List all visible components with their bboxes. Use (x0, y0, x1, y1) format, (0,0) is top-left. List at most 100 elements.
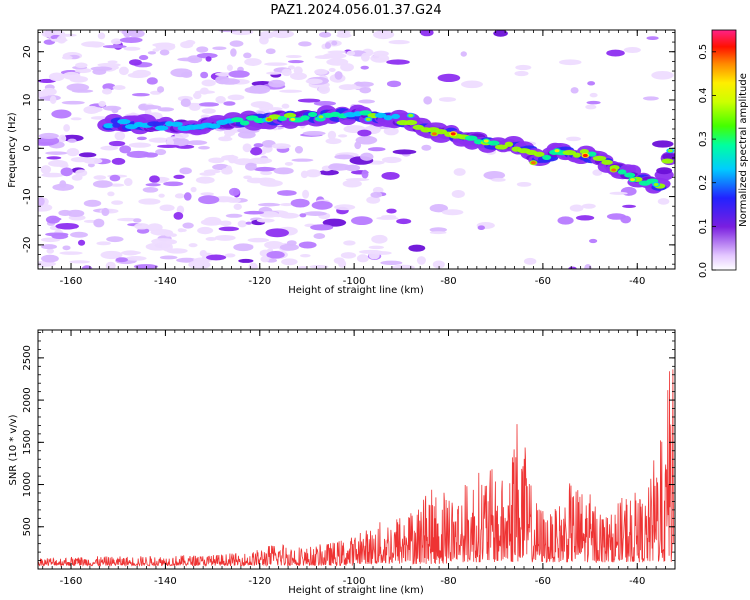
heatmap-cell (75, 62, 88, 69)
heatmap-cell (148, 137, 171, 143)
heatmap-cell (421, 144, 432, 151)
heatmap-cell (125, 256, 147, 261)
colorbar-ticks: 0.0 0.1 0.2 0.3 0.4 0.5 (698, 44, 716, 278)
spectrogram-heatmap (38, 30, 675, 269)
heatmap-cell (198, 146, 210, 150)
heatmap-cell (123, 46, 141, 51)
heatmap-cell (582, 153, 588, 158)
heatmap-cell (283, 112, 297, 119)
heatmap-cell (617, 169, 627, 175)
heatmap-cell (228, 187, 240, 196)
heatmap-cell (568, 266, 577, 269)
heatmap-cell (159, 255, 178, 260)
heatmap-cell (260, 171, 273, 176)
heatmap-cell (188, 260, 211, 269)
heatmap-cell (460, 51, 467, 57)
heatmap-cell (233, 243, 254, 252)
heatmap-cell (196, 46, 209, 53)
heatmap-cell (38, 132, 59, 139)
colorbar: 0.0 0.1 0.2 0.3 0.4 0.5 Normalized spectral a… (698, 29, 749, 278)
heatmap-cell (367, 147, 386, 152)
snr-axes-frame (37, 329, 676, 570)
heatmap-cell (147, 121, 161, 127)
figure-title: PAZ1.2024.056.01.37.G24 (270, 3, 441, 18)
heatmap-cell (451, 190, 465, 198)
heatmap-cell (585, 104, 597, 110)
heatmap-cell (119, 145, 132, 154)
x-tick-label: -40 (629, 276, 645, 287)
heatmap-cell (199, 87, 209, 95)
heatmap-cell (48, 72, 65, 82)
heatmap-cell (429, 227, 447, 233)
heatmap-cell (388, 39, 410, 45)
heatmap-cell (259, 179, 283, 187)
heatmap-cell (386, 208, 397, 214)
heatmap-cell (193, 92, 202, 100)
heatmap-cell (318, 85, 330, 94)
heatmap-cell (66, 209, 85, 218)
heatmap-cell (298, 241, 317, 249)
heatmap-cell (111, 157, 126, 165)
heatmap-cell (173, 174, 185, 180)
x-tick-label: -60 (535, 576, 551, 587)
heatmap-cell (107, 60, 118, 64)
y-tick-label: 2500 (22, 345, 33, 370)
heatmap-cell (179, 167, 192, 175)
heatmap-cell (239, 120, 250, 126)
heatmap-cell (416, 256, 426, 265)
spectrogram-axes-frame (37, 29, 676, 270)
heatmap-cell (331, 40, 338, 46)
heatmap-cell (624, 172, 636, 178)
heatmap-cell (189, 104, 201, 111)
heatmap-cell (198, 195, 220, 205)
heatmap-cell (279, 89, 303, 93)
y-tick-label: 20 (22, 45, 33, 58)
heatmap-cell (248, 157, 273, 164)
heatmap-cell (75, 169, 88, 177)
heatmap-cell (265, 48, 276, 55)
y-tick-label: -20 (22, 237, 33, 253)
heatmap-cell (313, 233, 326, 240)
heatmap-cell (464, 135, 478, 141)
heatmap-cell (297, 98, 321, 103)
heatmap-cell (383, 115, 393, 121)
heatmap-cell (62, 245, 71, 251)
heatmap-cell (287, 65, 295, 70)
colorbar-tick-label: 0.0 (698, 262, 709, 278)
heatmap-cell (119, 37, 143, 43)
heatmap-cell (365, 117, 371, 121)
heatmap-cell (302, 131, 326, 136)
heatmap-cell (265, 228, 290, 238)
heatmap-cell (361, 169, 369, 179)
heatmap-cell (147, 51, 157, 55)
heatmap-cell (491, 177, 506, 182)
heatmap-cell (227, 94, 245, 101)
heatmap-cell (297, 265, 308, 269)
heatmap-cell (200, 192, 215, 196)
heatmap-cell (105, 261, 116, 269)
heatmap-cell (404, 119, 418, 126)
heatmap-cell (151, 238, 175, 245)
heatmap-cell (180, 98, 191, 107)
heatmap-cell (373, 30, 395, 40)
heatmap-cell (305, 78, 323, 85)
heatmap-cell (280, 202, 294, 207)
heatmap-cell (381, 156, 402, 164)
heatmap-cell (98, 100, 106, 107)
heatmap-cell (205, 56, 212, 62)
heatmap-cell (243, 52, 252, 59)
heatmap-cell (138, 55, 149, 61)
y-tick-label: 10 (22, 94, 33, 107)
heatmap-cell (111, 200, 124, 205)
colorbar-tick-label: 0.5 (698, 44, 709, 60)
heatmap-cell (589, 92, 598, 98)
heatmap-cell (360, 65, 369, 70)
heatmap-cell (579, 149, 589, 155)
heatmap-cell (249, 84, 271, 94)
heatmap-cell (325, 138, 342, 145)
heatmap-cell (61, 55, 73, 60)
heatmap-cell (380, 260, 403, 266)
heatmap-cell (90, 66, 113, 72)
heatmap-cell (340, 252, 357, 259)
heatmap-cell (516, 181, 532, 187)
